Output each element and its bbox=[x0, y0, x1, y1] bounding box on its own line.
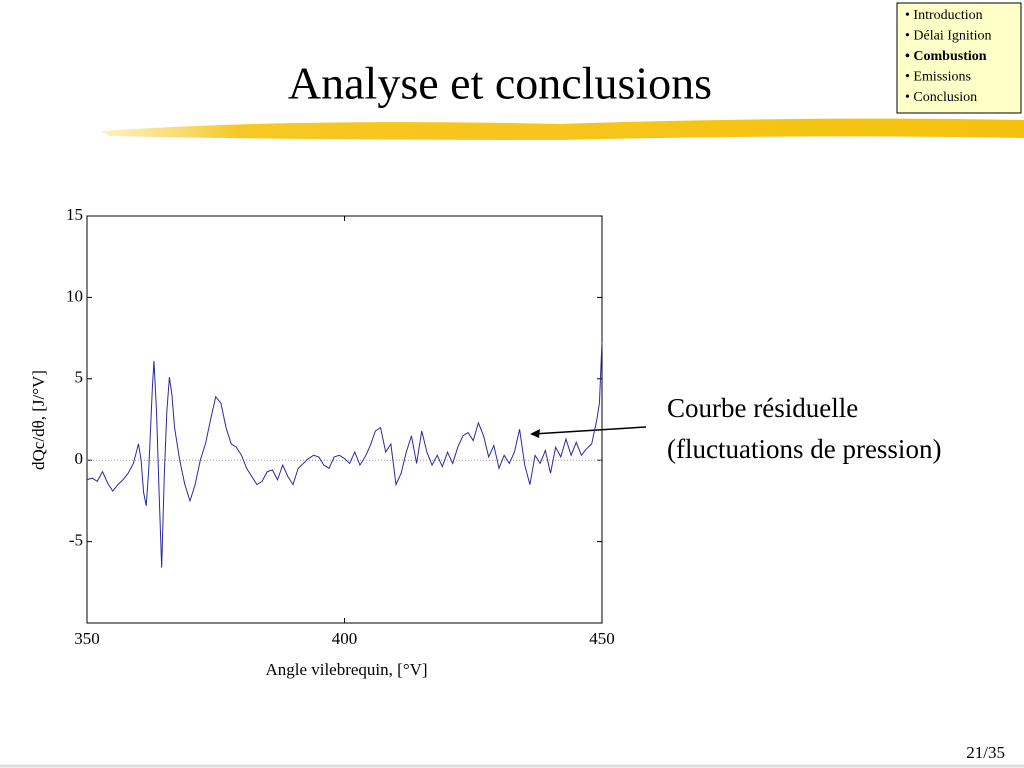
nav-item: • Introduction bbox=[905, 8, 983, 23]
nav-item: • Combustion bbox=[905, 49, 987, 64]
y-axis-label: dQc/dθ, [J/°V] bbox=[29, 370, 48, 470]
x-tick-label: 350 bbox=[74, 629, 100, 648]
data-line bbox=[86, 341, 603, 568]
y-tick-label: 10 bbox=[66, 286, 83, 305]
annotation: (fluctuations de pression) bbox=[667, 434, 941, 464]
title-brush bbox=[100, 118, 1024, 140]
plot-frame bbox=[86, 215, 603, 624]
nav-item: • Emissions bbox=[905, 70, 971, 85]
y-tick-label: -5 bbox=[69, 531, 83, 550]
annotation: Courbe résiduelle bbox=[667, 393, 858, 423]
x-tick-label: 450 bbox=[589, 629, 615, 648]
y-tick-label: 5 bbox=[75, 368, 84, 387]
page-number: 21/35 bbox=[966, 743, 1005, 762]
arrow-head bbox=[530, 429, 540, 438]
y-tick-label: 0 bbox=[75, 449, 84, 468]
x-tick-label: 400 bbox=[332, 629, 358, 648]
nav-item: • Délai Ignition bbox=[905, 29, 992, 44]
x-axis-label: Angle vilebrequin, [°V] bbox=[265, 660, 427, 679]
nav-box bbox=[896, 2, 1022, 114]
nav-item: • Conclusion bbox=[905, 90, 977, 105]
slide-title: Analyse et conclusions bbox=[288, 58, 712, 109]
y-tick-label: 15 bbox=[66, 205, 83, 224]
arrow bbox=[532, 426, 647, 435]
